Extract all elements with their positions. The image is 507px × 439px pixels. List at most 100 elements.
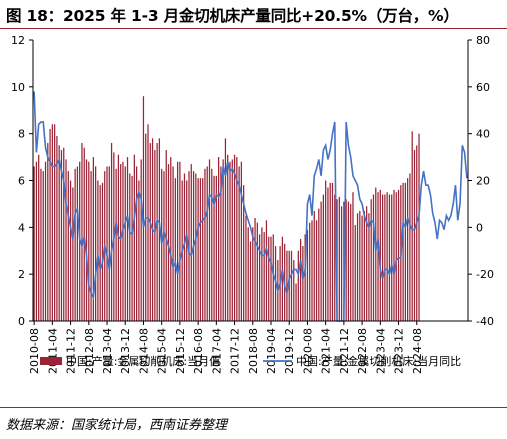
- bar: [272, 234, 274, 321]
- bar: [304, 234, 306, 321]
- line-series: [33, 91, 468, 322]
- right-axis-ticks: -40 -20 0 20 40 60 80: [468, 34, 494, 328]
- bar: [202, 178, 204, 321]
- bar: [90, 171, 92, 321]
- bar: [54, 124, 56, 321]
- bar: [190, 164, 192, 321]
- x-tick-label: 2021-12: [338, 328, 351, 374]
- bar: [220, 166, 222, 321]
- right-tick-label: 20: [476, 175, 490, 188]
- bar: [227, 154, 229, 321]
- bar: [338, 196, 340, 321]
- bar: [309, 222, 311, 321]
- x-tick-label: 2020-08: [301, 328, 314, 374]
- chart: 0 2 4 6 8 10 12 -40 -20 0 20 40 60 80 2010-08 2011-04…: [11, 34, 494, 374]
- bar: [393, 189, 395, 321]
- bar: [215, 175, 217, 321]
- x-tick-label: 2021-04: [320, 328, 333, 374]
- bar: [149, 143, 151, 321]
- bar: [83, 147, 85, 321]
- x-tick-label: 2023-12: [393, 328, 406, 374]
- bar: [60, 150, 63, 321]
- bar: [318, 208, 320, 321]
- bar: [233, 154, 236, 321]
- bar: [126, 157, 129, 321]
- bar: [350, 203, 352, 321]
- right-tick-label: -20: [476, 268, 494, 281]
- bar: [142, 96, 145, 321]
- bar: [354, 224, 356, 321]
- bar: [72, 187, 74, 321]
- bar: [133, 154, 135, 321]
- bar: [263, 232, 265, 321]
- x-axis: 2010-08 2011-04 2011-12 2012-08 2013-04 2013-…: [28, 320, 468, 374]
- x-tick-label: 2011-12: [65, 328, 78, 374]
- bar: [258, 234, 261, 321]
- right-axis: -40 -20 0 20 40 60 80: [467, 34, 494, 328]
- bar: [418, 133, 420, 321]
- bar: [407, 178, 409, 321]
- bar: [409, 173, 411, 321]
- left-tick-label: 12: [11, 34, 25, 47]
- left-axis-ticks: 0 2 4 6 8 10 12: [11, 34, 33, 328]
- x-tick-label: 2024-08: [411, 328, 424, 374]
- right-tick-label: 60: [476, 81, 490, 94]
- x-tick-label: 2012-08: [83, 328, 96, 374]
- bar: [106, 166, 108, 321]
- bar: [288, 250, 290, 321]
- bar: [293, 260, 295, 321]
- bar: [391, 194, 393, 321]
- bar: [35, 161, 38, 321]
- bar: [313, 210, 315, 321]
- bar: [281, 236, 284, 321]
- left-tick-label: 6: [18, 175, 25, 188]
- bar: [236, 157, 238, 321]
- bar: [345, 199, 347, 321]
- bar: [199, 178, 202, 321]
- bar: [179, 161, 181, 321]
- x-tick-label: 2011-04: [46, 328, 59, 374]
- bar: [47, 143, 49, 321]
- bar: [88, 161, 90, 321]
- right-tick-label: -40: [476, 315, 494, 328]
- bar: [340, 206, 343, 321]
- bar: [213, 175, 215, 321]
- x-tick-label: 2013-04: [101, 328, 114, 374]
- left-tick-label: 8: [18, 128, 25, 141]
- bar: [359, 210, 361, 321]
- bar: [302, 246, 304, 321]
- bar: [320, 201, 322, 321]
- bar: [247, 227, 249, 321]
- bar: [161, 168, 163, 321]
- bar: [122, 161, 124, 321]
- bar: [163, 171, 165, 321]
- x-tick-label: 2019-04: [265, 328, 278, 374]
- bar: [140, 159, 142, 321]
- bar: [315, 220, 318, 321]
- bar: [65, 159, 67, 321]
- bar: [311, 220, 313, 321]
- plot-area: [33, 91, 468, 322]
- bar: [372, 194, 375, 321]
- bar: [211, 168, 213, 321]
- bar: [217, 157, 220, 321]
- bar: [108, 166, 110, 321]
- x-tick-label: 2013-12: [119, 328, 132, 374]
- bar: [69, 180, 72, 321]
- bar: [170, 157, 172, 321]
- bar: [115, 168, 117, 321]
- bar: [206, 166, 208, 321]
- bar: [286, 250, 288, 321]
- bar: [81, 143, 83, 321]
- bar: [325, 180, 327, 321]
- bar: [49, 128, 51, 321]
- bar: [254, 217, 256, 321]
- bar: [58, 145, 60, 322]
- bar: [402, 182, 404, 321]
- bar: [154, 150, 156, 321]
- bar: [240, 161, 243, 321]
- bar: [256, 222, 258, 321]
- left-tick-label: 4: [18, 221, 25, 234]
- bar: [366, 206, 368, 321]
- left-tick-label: 2: [18, 268, 25, 281]
